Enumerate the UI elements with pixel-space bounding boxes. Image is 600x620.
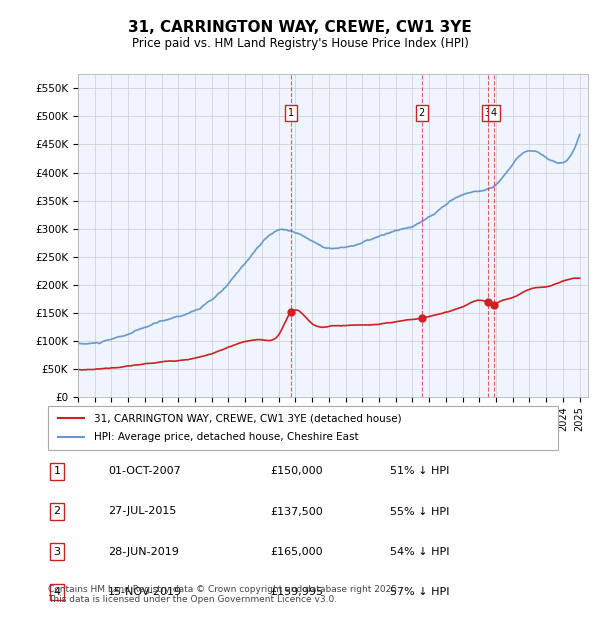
Text: 55% ↓ HPI: 55% ↓ HPI bbox=[390, 507, 449, 516]
Text: 4: 4 bbox=[491, 108, 497, 118]
Text: 1: 1 bbox=[53, 466, 61, 476]
Text: 57% ↓ HPI: 57% ↓ HPI bbox=[390, 587, 449, 597]
Text: 01-OCT-2007: 01-OCT-2007 bbox=[108, 466, 181, 476]
Text: 54% ↓ HPI: 54% ↓ HPI bbox=[390, 547, 449, 557]
Text: £159,995: £159,995 bbox=[270, 587, 323, 597]
Text: HPI: Average price, detached house, Cheshire East: HPI: Average price, detached house, Ches… bbox=[94, 432, 359, 442]
Text: £165,000: £165,000 bbox=[270, 547, 323, 557]
Text: 4: 4 bbox=[53, 587, 61, 597]
Text: 31, CARRINGTON WAY, CREWE, CW1 3YE: 31, CARRINGTON WAY, CREWE, CW1 3YE bbox=[128, 20, 472, 35]
Text: £150,000: £150,000 bbox=[270, 466, 323, 476]
Text: 3: 3 bbox=[484, 108, 491, 118]
Text: Contains HM Land Registry data © Crown copyright and database right 2025.
This d: Contains HM Land Registry data © Crown c… bbox=[48, 585, 400, 604]
Text: 51% ↓ HPI: 51% ↓ HPI bbox=[390, 466, 449, 476]
Text: 2: 2 bbox=[53, 507, 61, 516]
FancyBboxPatch shape bbox=[48, 406, 558, 450]
Text: 27-JUL-2015: 27-JUL-2015 bbox=[108, 507, 176, 516]
Text: 2: 2 bbox=[419, 108, 425, 118]
Text: 1: 1 bbox=[288, 108, 294, 118]
Text: 31, CARRINGTON WAY, CREWE, CW1 3YE (detached house): 31, CARRINGTON WAY, CREWE, CW1 3YE (deta… bbox=[94, 414, 401, 423]
Text: 3: 3 bbox=[53, 547, 61, 557]
Text: Price paid vs. HM Land Registry's House Price Index (HPI): Price paid vs. HM Land Registry's House … bbox=[131, 37, 469, 50]
Text: £137,500: £137,500 bbox=[270, 507, 323, 516]
Text: 15-NOV-2019: 15-NOV-2019 bbox=[108, 587, 182, 597]
Text: 28-JUN-2019: 28-JUN-2019 bbox=[108, 547, 179, 557]
